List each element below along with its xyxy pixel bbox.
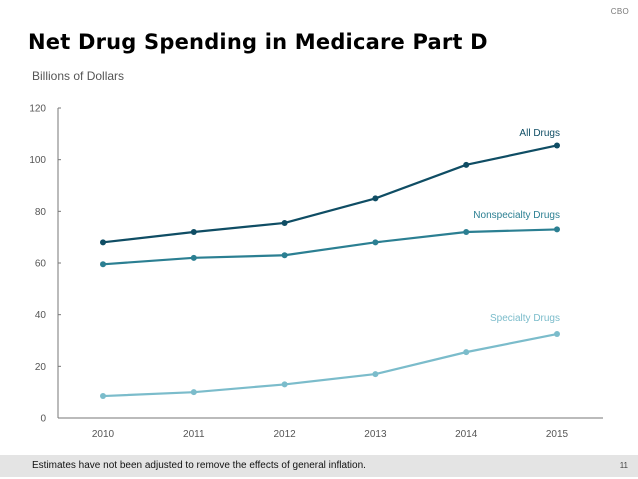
data-point: [372, 239, 379, 246]
data-point: [463, 161, 470, 168]
series-lines: [100, 142, 560, 400]
y-tick-label: 100: [29, 155, 46, 166]
series-label: Nonspecialty Drugs: [473, 210, 560, 221]
y-tick-label: 120: [29, 104, 46, 115]
data-point: [554, 142, 560, 149]
page-number: 11: [619, 461, 628, 470]
x-tick-label: 2015: [546, 429, 569, 440]
data-point: [281, 219, 288, 226]
chart-title: Net Drug Spending in Medicare Part D: [28, 30, 488, 54]
series-line: [102, 144, 558, 244]
data-point: [190, 229, 197, 235]
x-tick-label: 2012: [273, 429, 296, 440]
x-tick-label: 2010: [92, 429, 115, 440]
y-axis-unit-label: Billions of Dollars: [32, 69, 125, 83]
data-point: [372, 195, 379, 202]
data-point: [463, 229, 470, 235]
line-chart: 0 20 40 60 80 100 120 2010 2011 2012 2013 2014 2015…: [29, 104, 603, 440]
data-point: [190, 389, 197, 396]
data-point: [554, 331, 560, 338]
data-point: [463, 349, 470, 356]
y-tick-label: 20: [35, 362, 47, 373]
x-axis-ticks: 2010 2011 2012 2013 2014 2015: [92, 429, 569, 440]
footer-bar: Estimates have not been adjusted to remo…: [0, 455, 638, 477]
series-label: All Drugs: [519, 128, 560, 139]
x-tick-label: 2013: [364, 429, 387, 440]
data-point: [372, 371, 379, 378]
series-line: [102, 228, 558, 266]
y-axis-ticks: 0 20 40 60 80 100 120: [29, 104, 61, 425]
data-point: [190, 254, 197, 261]
y-tick-label: 60: [35, 259, 47, 270]
org-logo: CBO: [610, 7, 629, 16]
data-point: [100, 261, 106, 268]
data-point: [281, 381, 288, 388]
data-point: [554, 226, 560, 233]
series-specialty-drugs: [100, 331, 560, 400]
data-point: [281, 252, 288, 259]
footer-note: Estimates have not been adjusted to remo…: [32, 460, 366, 471]
series-label: Specialty Drugs: [490, 313, 560, 324]
axes: [57, 108, 603, 419]
data-point: [100, 239, 106, 246]
series-all-drugs: [100, 142, 560, 246]
y-tick-label: 40: [35, 310, 47, 321]
y-tick-label: 80: [35, 207, 47, 218]
series-labels: All Drugs Nonspecialty Drugs Specialty Dru…: [473, 128, 560, 324]
series-line: [102, 332, 558, 398]
x-tick-label: 2011: [183, 429, 205, 440]
series-nonspecialty-drugs: [100, 226, 560, 268]
y-tick-label: 0: [40, 414, 46, 425]
data-point: [100, 393, 106, 400]
x-tick-label: 2014: [455, 429, 478, 440]
